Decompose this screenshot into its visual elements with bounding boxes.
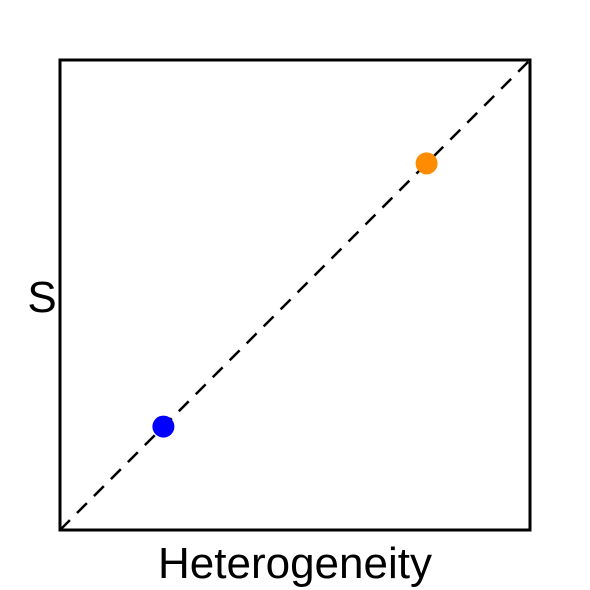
plot-frame <box>58 58 532 532</box>
data-point-1 <box>152 415 175 438</box>
data-point-2 <box>415 152 438 175</box>
identity-reference-line <box>59 59 531 531</box>
y-axis-label: S <box>27 273 56 322</box>
data-points <box>152 152 438 438</box>
x-axis-label: Heterogeneity <box>158 539 432 588</box>
